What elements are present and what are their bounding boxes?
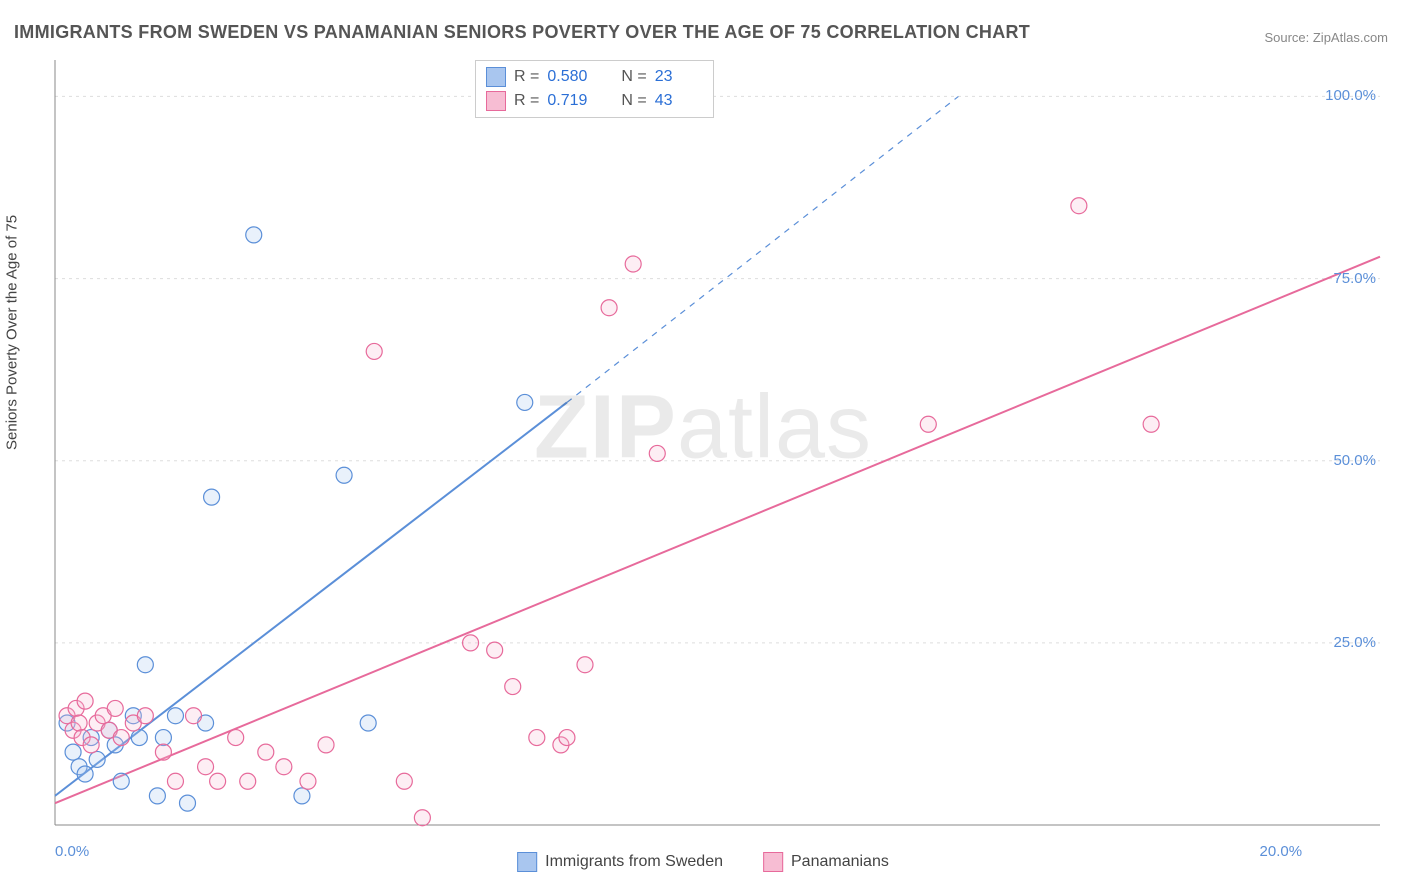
r-label: R =	[514, 92, 539, 110]
y-tick-label: 75.0%	[1333, 270, 1376, 287]
legend-row-sweden: R = 0.580 N = 23	[486, 65, 703, 89]
y-axis-label: Seniors Poverty Over the Age of 75	[4, 215, 21, 450]
scatter-plot	[50, 55, 1390, 850]
n-label: N =	[621, 92, 646, 110]
swatch-panama	[486, 91, 506, 111]
correlation-legend: R = 0.580 N = 23 R = 0.719 N = 43	[475, 60, 714, 118]
swatch-sweden	[486, 67, 506, 87]
swatch-panama	[763, 852, 783, 872]
chart-container: IMMIGRANTS FROM SWEDEN VS PANAMANIAN SEN…	[0, 0, 1406, 892]
r-value-sweden: 0.580	[547, 68, 595, 86]
x-tick-label: 0.0%	[55, 843, 89, 860]
chart-title: IMMIGRANTS FROM SWEDEN VS PANAMANIAN SEN…	[14, 22, 1030, 43]
n-value-panama: 43	[655, 92, 703, 110]
legend-item-panama: Panamanians	[763, 852, 889, 872]
source-attribution: Source: ZipAtlas.com	[1264, 30, 1388, 45]
series-legend: Immigrants from Sweden Panamanians	[517, 852, 889, 872]
legend-row-panama: R = 0.719 N = 43	[486, 89, 703, 113]
legend-label-sweden: Immigrants from Sweden	[545, 853, 723, 871]
r-label: R =	[514, 68, 539, 86]
legend-item-sweden: Immigrants from Sweden	[517, 852, 723, 872]
swatch-sweden	[517, 852, 537, 872]
n-label: N =	[621, 68, 646, 86]
y-tick-label: 25.0%	[1333, 634, 1376, 651]
y-tick-label: 50.0%	[1333, 452, 1376, 469]
legend-label-panama: Panamanians	[791, 853, 889, 871]
n-value-sweden: 23	[655, 68, 703, 86]
y-tick-label: 100.0%	[1325, 87, 1376, 104]
r-value-panama: 0.719	[547, 92, 595, 110]
x-tick-label: 20.0%	[1260, 843, 1303, 860]
